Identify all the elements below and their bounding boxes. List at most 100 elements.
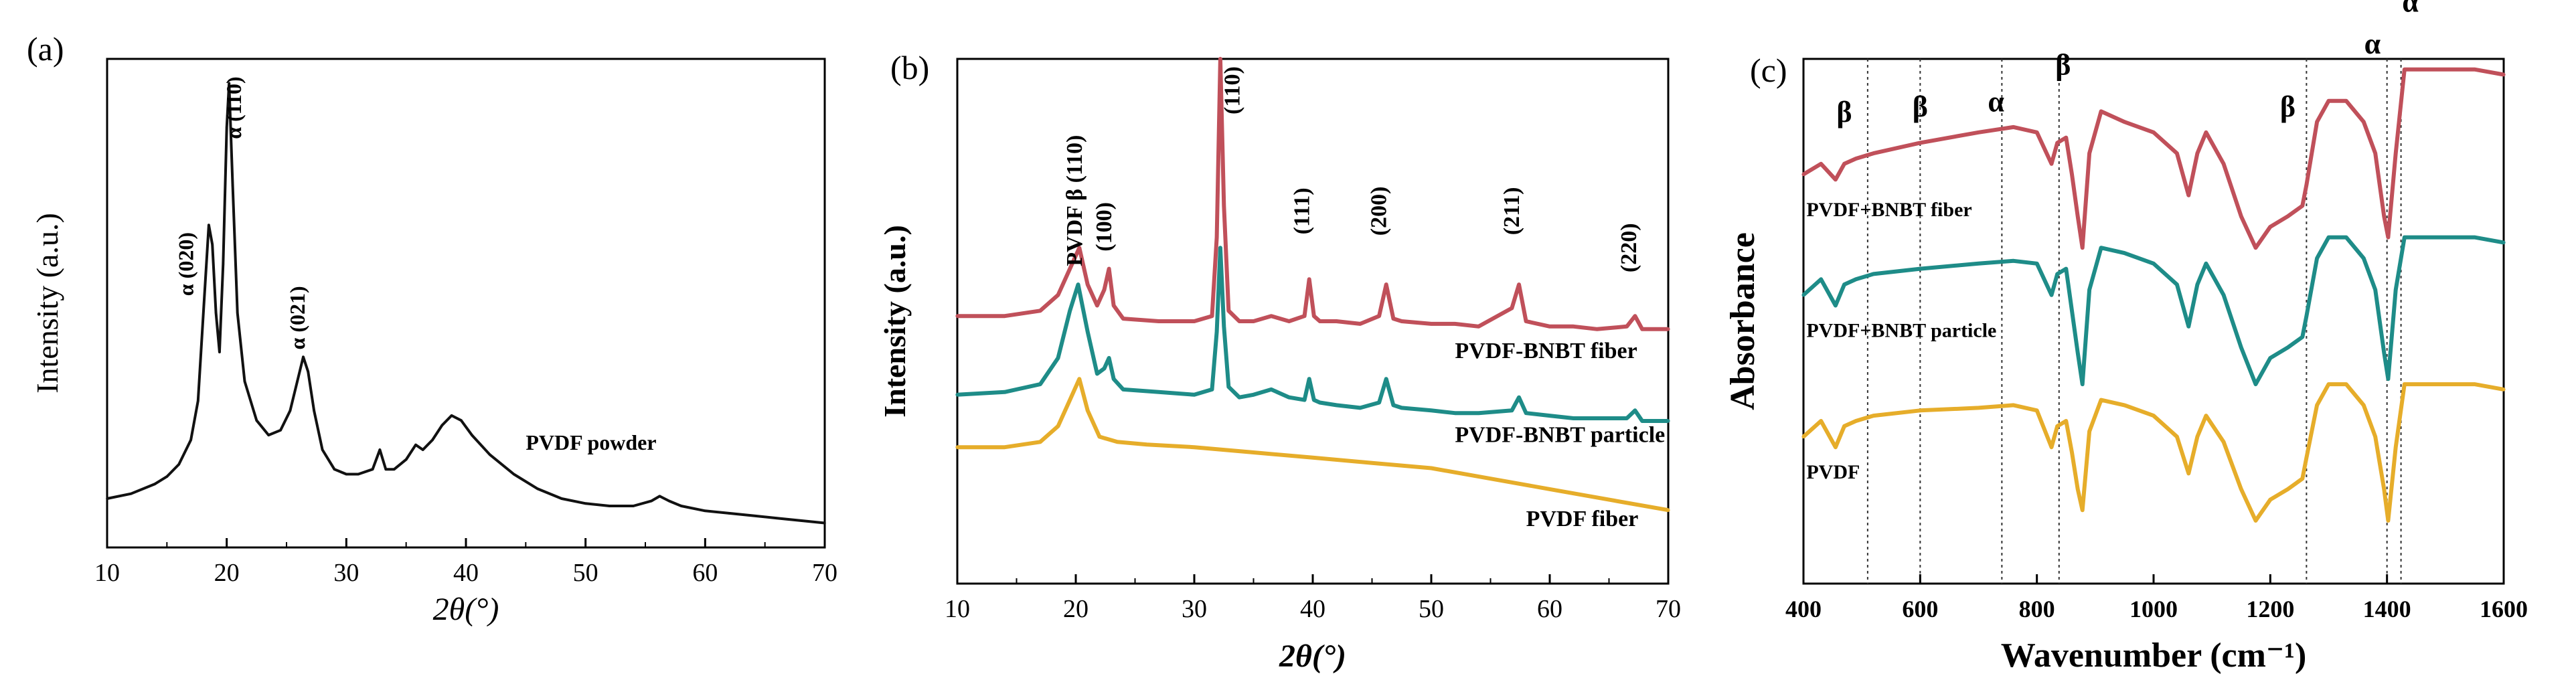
data-point — [357, 472, 359, 476]
series-pvdf-bnbt-particle — [955, 246, 1670, 423]
data-point — [2070, 450, 2074, 454]
data-point — [512, 472, 515, 476]
data-point — [2152, 414, 2156, 418]
data-point — [2087, 151, 2091, 155]
data-point — [2081, 246, 2085, 250]
annotation-label: β — [2055, 49, 2071, 82]
data-point — [1391, 317, 1395, 321]
data-point — [2386, 519, 2391, 523]
data-point — [1237, 396, 1241, 400]
data-point — [1287, 396, 1291, 400]
x-tick-label-50: 50 — [573, 559, 598, 587]
data-point — [153, 483, 157, 485]
data-point — [2186, 193, 2190, 197]
data-point — [1307, 377, 1311, 381]
data-point — [2087, 430, 2091, 434]
data-point — [2268, 497, 2272, 502]
data-point — [1842, 162, 1846, 166]
x-tick-label-40: 40 — [1300, 595, 1325, 623]
data-point — [2081, 508, 2085, 512]
data-point — [1834, 445, 1838, 449]
annotation-label: (211) — [1500, 187, 1524, 235]
x-tick-label-70: 70 — [1656, 595, 1681, 623]
data-point — [1303, 398, 1307, 402]
data-point — [421, 448, 424, 451]
data-point — [1003, 314, 1007, 318]
panel-c: 400 600 800 1000 1200 1400 1600 Wavenumber (cm⁻… — [1724, 0, 2528, 675]
data-point — [2403, 235, 2407, 240]
data-point — [1192, 393, 1196, 397]
data-point — [471, 434, 473, 436]
data-point — [1976, 131, 1981, 135]
data-point — [2195, 434, 2199, 439]
annotation-label: (220) — [1617, 223, 1641, 272]
data-point — [296, 380, 299, 383]
x-tick-label-70: 70 — [812, 559, 837, 587]
data-point — [1068, 398, 1072, 402]
data-point — [2253, 382, 2258, 386]
data-point — [1237, 319, 1241, 323]
annotation-label: (111) — [1290, 187, 1315, 234]
data-point — [1226, 385, 1230, 389]
data-point — [1312, 314, 1316, 318]
data-point — [2362, 256, 2366, 260]
data-point — [2502, 72, 2506, 77]
data-point — [1086, 330, 1090, 334]
data-point — [2049, 162, 2054, 166]
data-point — [2344, 382, 2348, 386]
data-point — [2152, 262, 2156, 266]
data-point — [955, 445, 959, 449]
series-line — [1801, 235, 2504, 387]
data-point — [2204, 414, 2208, 418]
data-point — [1251, 393, 1256, 397]
data-point — [1510, 408, 1514, 412]
data-point — [2049, 445, 2054, 449]
series-pvdf-bnbt-particle — [1801, 235, 2506, 387]
data-point — [313, 409, 315, 412]
data-point — [2012, 259, 2016, 263]
data-point — [2195, 282, 2199, 286]
data-point — [208, 224, 210, 227]
series-pvdf-powder — [106, 82, 826, 525]
data-point — [1370, 461, 1374, 465]
data-point — [2175, 434, 2179, 439]
data-point — [1834, 177, 1838, 181]
data-point — [2099, 246, 2103, 250]
data-point — [1215, 330, 1219, 334]
series-pvdf-fiber — [955, 377, 1670, 513]
data-point — [1854, 419, 1858, 423]
data-point — [440, 424, 444, 427]
y-axis-title: Intensity (a.u.) — [878, 225, 912, 418]
data-point — [177, 463, 181, 466]
data-point — [1215, 235, 1219, 240]
data-point — [1976, 406, 1981, 410]
annotation-label: PVDF fiber — [1526, 507, 1639, 531]
data-point — [2076, 351, 2080, 355]
data-point — [2403, 68, 2407, 72]
data-point — [202, 302, 206, 305]
annotation-label: α (110) — [222, 76, 246, 139]
x-tick-label-40: 40 — [453, 559, 479, 587]
annotation-label: α (021) — [285, 286, 309, 349]
data-point — [1102, 288, 1107, 292]
data-point — [1391, 403, 1395, 408]
data-point — [2035, 262, 2039, 266]
data-point — [2175, 282, 2179, 286]
data-point — [2064, 419, 2068, 423]
y-axis-title: Absorbance — [1724, 232, 1762, 410]
data-point — [1038, 382, 1042, 386]
data-point — [2253, 246, 2258, 250]
series-pvdf-bnbt-fiber — [955, 57, 1670, 331]
data-point — [1918, 141, 1922, 145]
data-point — [1429, 322, 1433, 326]
data-point — [2186, 325, 2190, 329]
series-line — [1802, 67, 2504, 250]
annotation-label: PVDF-BNBT fiber — [1455, 339, 1637, 363]
data-point — [2285, 345, 2290, 349]
data-point — [1633, 314, 1637, 318]
data-point — [1157, 390, 1161, 394]
data-point — [1872, 414, 1876, 418]
data-point — [2195, 151, 2199, 155]
data-point — [1548, 325, 1552, 329]
data-point — [2204, 131, 2208, 135]
